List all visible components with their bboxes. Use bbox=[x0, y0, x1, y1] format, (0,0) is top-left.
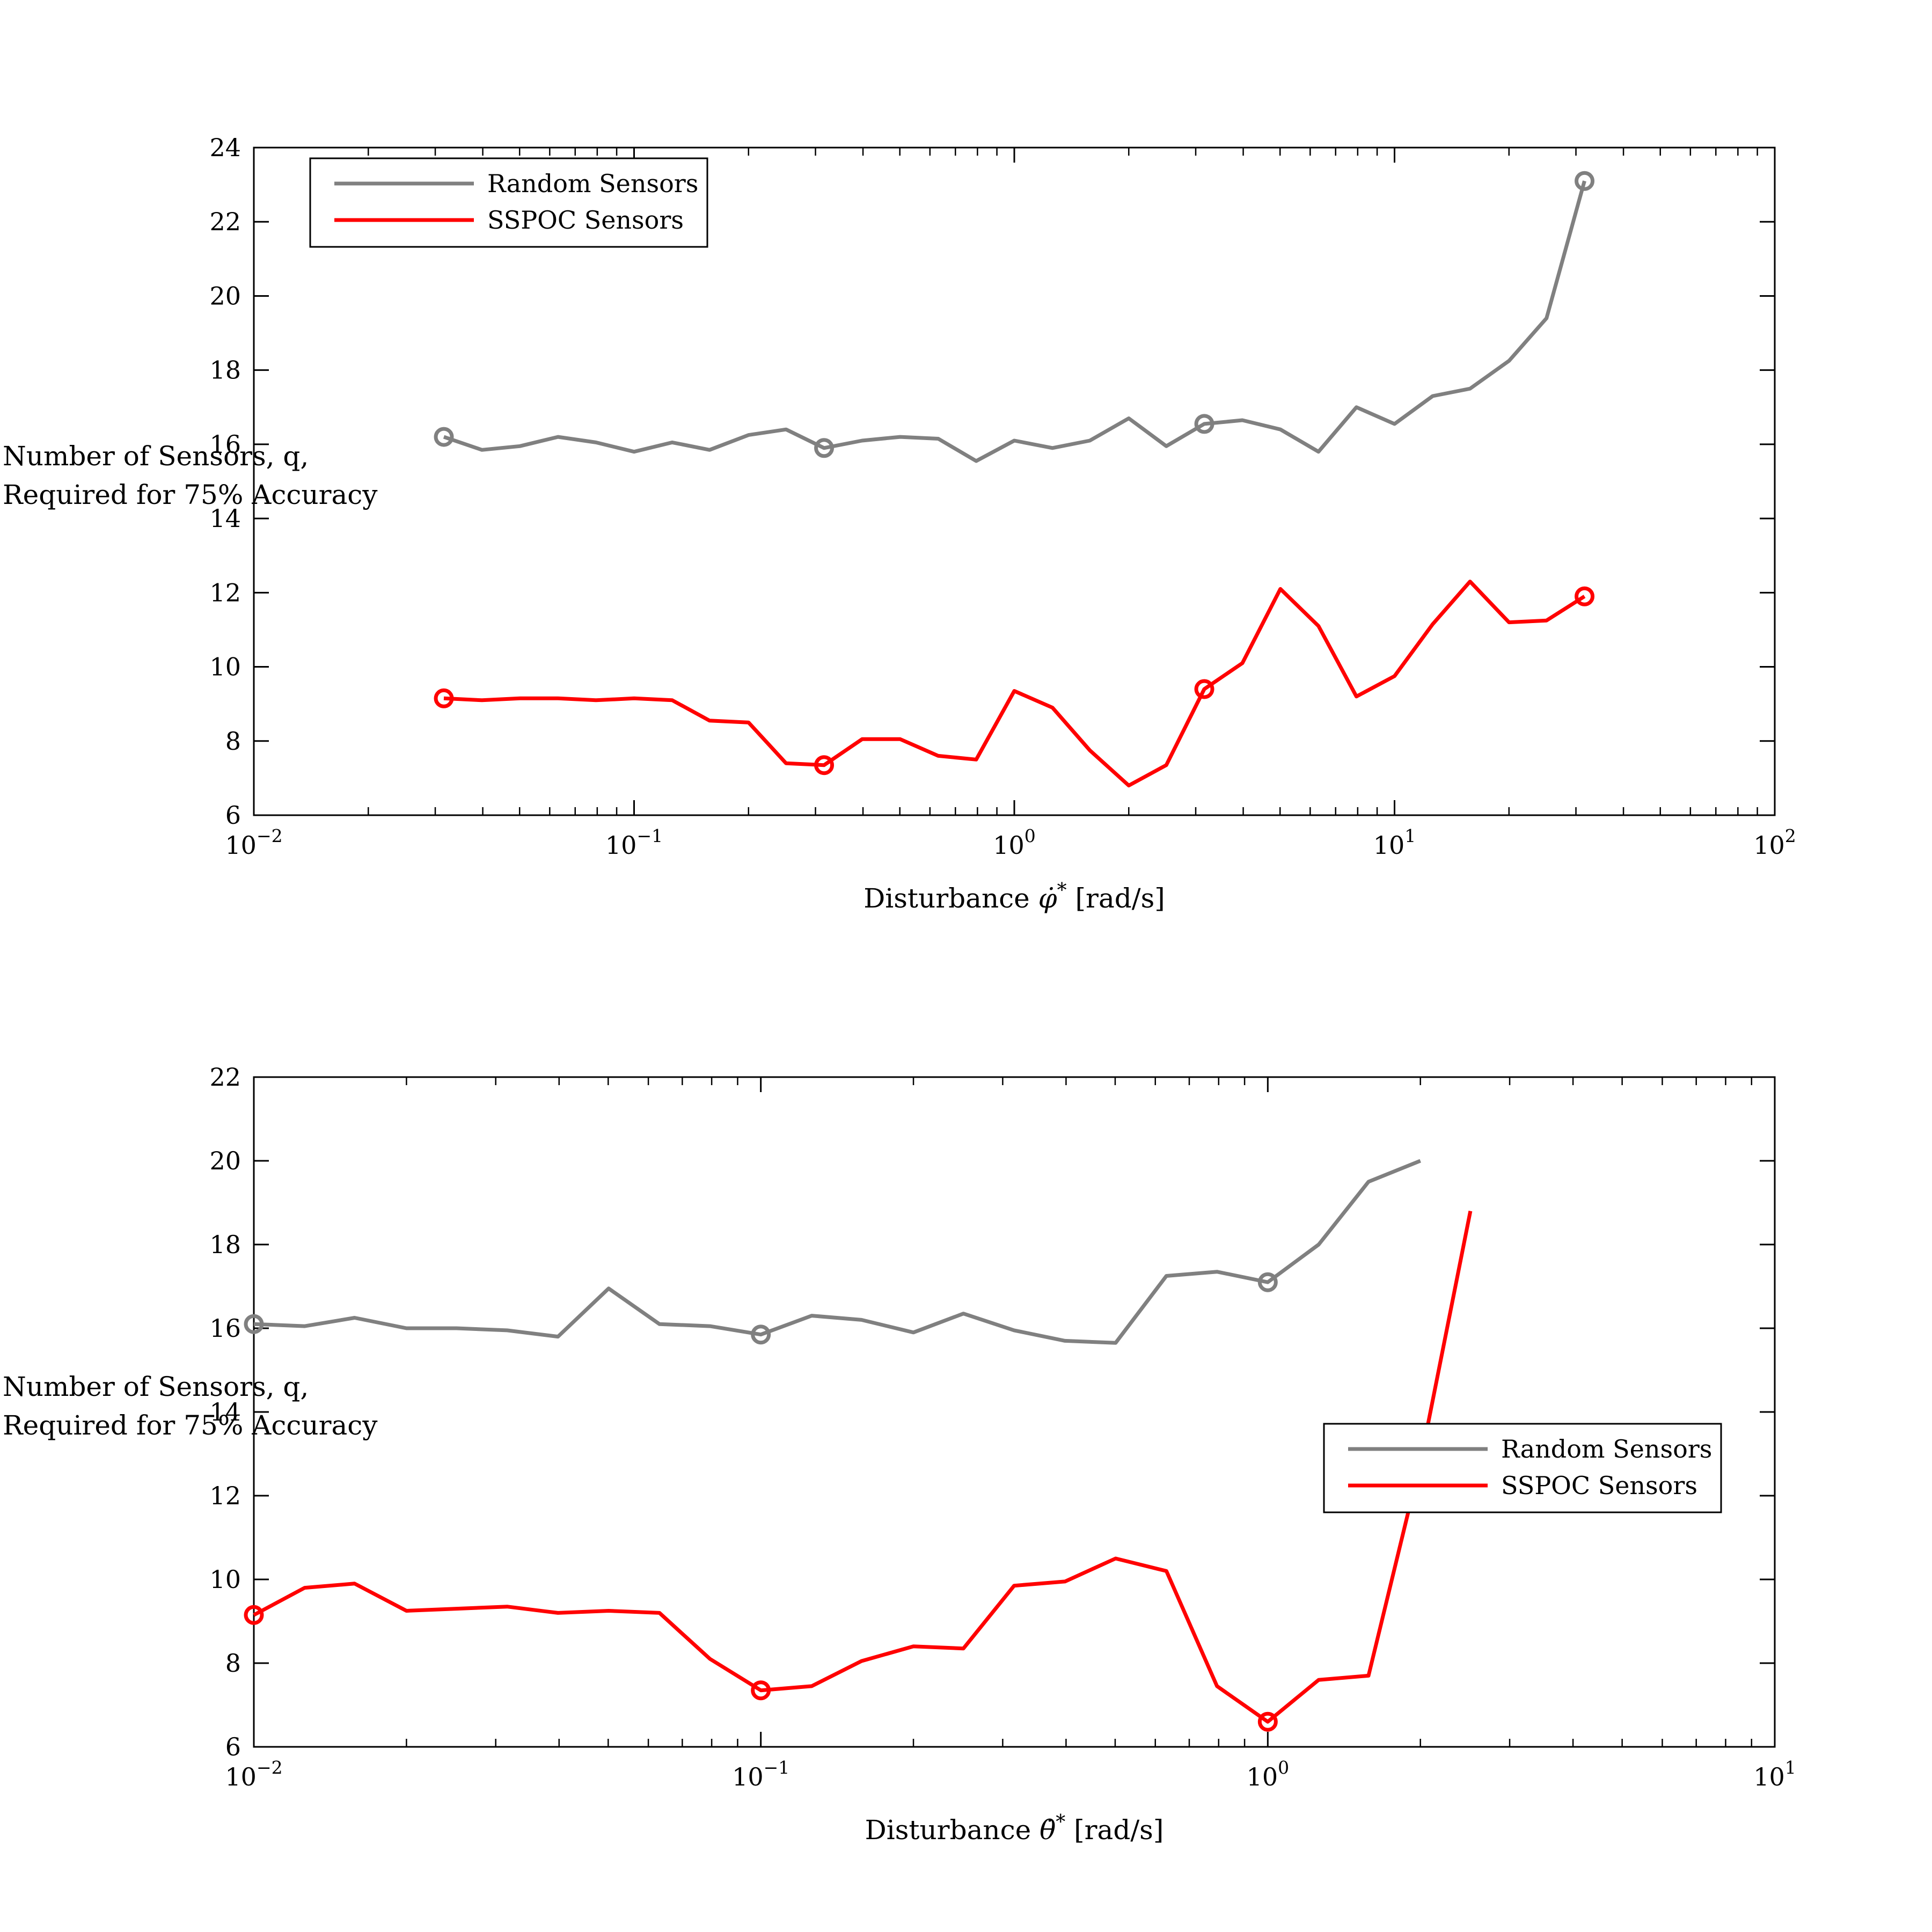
y-tick-label: 14 bbox=[209, 1397, 241, 1426]
y-axis-label: Required for 75% Accuracy bbox=[3, 1410, 378, 1441]
y-tick-label: 6 bbox=[225, 1732, 241, 1761]
x-axis-label: Disturbance φ̇* [rad/s] bbox=[863, 880, 1165, 914]
y-tick-label: 18 bbox=[209, 1230, 241, 1259]
series-line-sspoc bbox=[253, 1210, 1473, 1724]
series-marker bbox=[244, 1605, 264, 1625]
legend-box bbox=[1323, 1423, 1722, 1513]
y-tick-label: 10 bbox=[209, 1565, 241, 1594]
y-tick-label: 12 bbox=[209, 1481, 241, 1510]
y-tick-label: 10 bbox=[209, 653, 241, 682]
legend-entry-label: SSPOC Sensors bbox=[1501, 1471, 1697, 1500]
y-tick-label: 22 bbox=[209, 207, 241, 236]
x-tick-label: 10−2 bbox=[225, 825, 282, 860]
series-marker bbox=[434, 688, 454, 708]
series-marker bbox=[434, 427, 454, 447]
series-marker bbox=[1194, 414, 1214, 434]
series-marker bbox=[244, 1314, 264, 1334]
y-tick-label: 16 bbox=[209, 430, 241, 459]
x-tick-label: 102 bbox=[1753, 825, 1796, 860]
series-marker bbox=[814, 755, 835, 775]
series-line-random bbox=[443, 180, 1586, 463]
y-tick-label: 20 bbox=[209, 1146, 241, 1175]
series-marker bbox=[751, 1680, 771, 1701]
y-tick-label: 24 bbox=[209, 133, 241, 162]
y-tick-label: 12 bbox=[209, 578, 241, 607]
y-tick-label: 6 bbox=[225, 801, 241, 830]
series-marker bbox=[1575, 586, 1595, 606]
y-tick-label: 8 bbox=[225, 1649, 241, 1678]
series-marker bbox=[814, 438, 835, 458]
legend-box bbox=[309, 157, 708, 248]
x-tick-label: 101 bbox=[1373, 825, 1416, 860]
series-marker bbox=[1257, 1711, 1278, 1732]
y-axis-label: Number of Sensors, q, bbox=[3, 1371, 309, 1402]
y-tick-label: 8 bbox=[225, 727, 241, 756]
legend: Random Sensors SSPOC Sensors bbox=[309, 157, 708, 248]
y-axis-label: Number of Sensors, q, bbox=[3, 441, 309, 472]
series-marker bbox=[1257, 1272, 1278, 1292]
x-tick-label: 10−2 bbox=[225, 1757, 282, 1791]
y-tick-label: 22 bbox=[209, 1063, 241, 1092]
y-tick-label: 14 bbox=[209, 504, 241, 533]
legend-entry-label: Random Sensors bbox=[1501, 1435, 1712, 1463]
y-tick-label: 16 bbox=[209, 1314, 241, 1343]
y-axis-label: Required for 75% Accuracy bbox=[3, 479, 378, 510]
x-tick-label: 10−1 bbox=[605, 825, 663, 860]
x-tick-label: 100 bbox=[1247, 1757, 1290, 1791]
y-tick-label: 18 bbox=[209, 356, 241, 385]
series-line-random bbox=[253, 1159, 1422, 1345]
x-tick-label: 100 bbox=[993, 825, 1036, 860]
y-tick-label: 20 bbox=[209, 281, 241, 310]
legend-entry-label: SSPOC Sensors bbox=[487, 206, 684, 235]
legend-entry-label: Random Sensors bbox=[487, 169, 698, 198]
series-marker bbox=[1575, 171, 1595, 191]
x-tick-label: 10−1 bbox=[732, 1757, 789, 1791]
series-line-sspoc bbox=[443, 580, 1586, 788]
legend: Random Sensors SSPOC Sensors bbox=[1323, 1423, 1722, 1513]
series-marker bbox=[751, 1324, 771, 1345]
x-axis-label: Disturbance θ̇* [rad/s] bbox=[865, 1811, 1164, 1846]
series-marker bbox=[1194, 679, 1214, 699]
top-chart-panel: 6 8 10 12 14 16 18 20 22 24 10−2 10−1 100 101 102 Numbe… bbox=[3, 133, 1796, 914]
bottom-chart-panel: 6 8 10 12 14 16 18 20 22 10−2 10−1 100 101 Number of … bbox=[3, 1063, 1796, 1846]
x-tick-label: 101 bbox=[1753, 1757, 1796, 1791]
